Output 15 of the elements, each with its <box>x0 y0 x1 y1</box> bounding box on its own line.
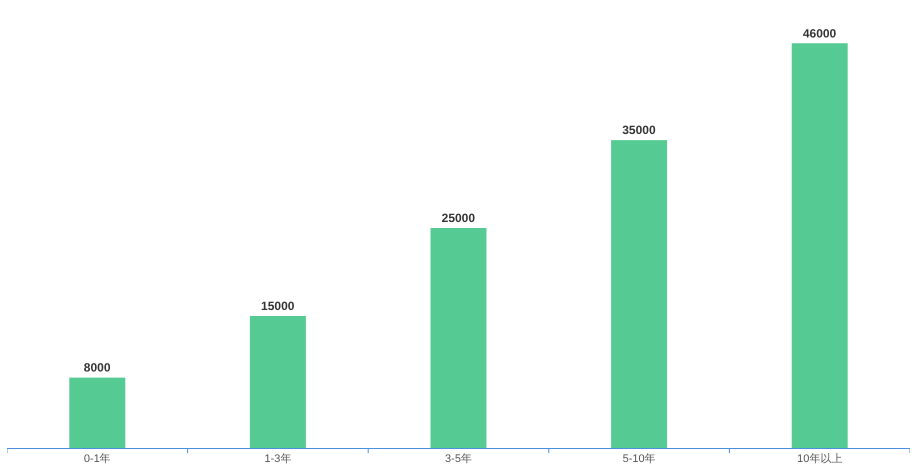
x-tick-label: 1-3年 <box>264 453 292 466</box>
bar <box>611 140 668 448</box>
bar <box>69 378 126 448</box>
data-label: 25000 <box>442 211 476 226</box>
data-label: 15000 <box>261 299 295 314</box>
x-tick-label: 3-5年 <box>445 453 472 466</box>
data-label: 46000 <box>802 26 837 40</box>
bar <box>430 228 486 448</box>
bar <box>250 316 306 448</box>
data-label: 8000 <box>84 360 111 375</box>
x-tick-label: 5-10年 <box>622 453 656 466</box>
bar <box>792 43 848 448</box>
data-label: 35000 <box>622 123 656 138</box>
x-tick-label: 0-1年 <box>84 453 111 466</box>
x-tick-label: 10年以上 <box>797 452 842 466</box>
